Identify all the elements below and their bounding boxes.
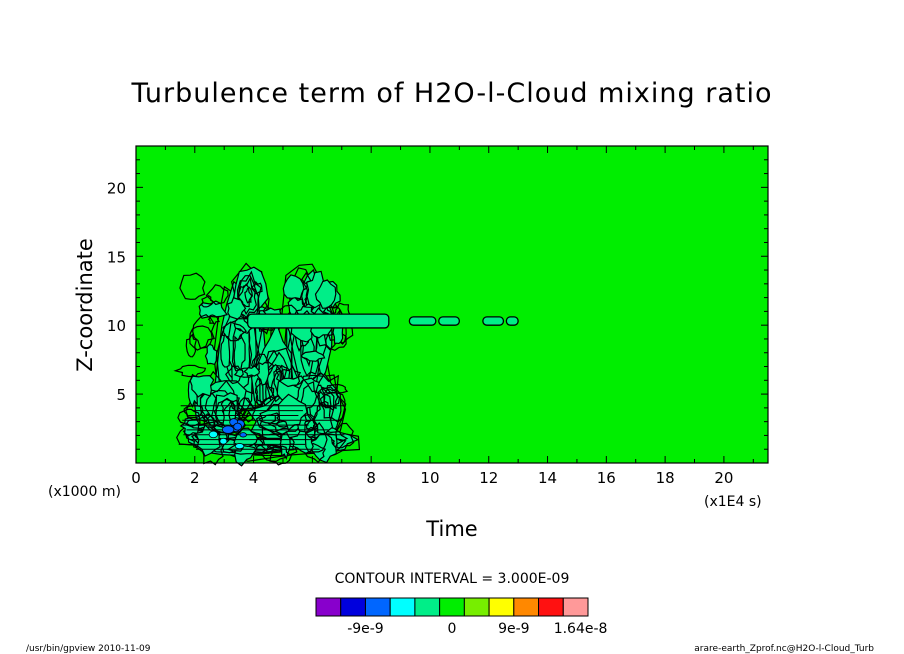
y-axis-label: Z-coordinate [73, 238, 97, 372]
y-axis-ticks: 5 10 15 20 [107, 159, 768, 450]
contour-line [243, 365, 261, 377]
contour-line [221, 321, 247, 342]
chart-title: Turbulence term of H2O-l-Cloud mixing ra… [131, 78, 773, 109]
x-tick-label: 14 [538, 469, 557, 487]
colorbar-label: 1.64e-8 [554, 621, 608, 637]
y-tick-label: 20 [107, 179, 126, 197]
contour-line [321, 383, 349, 394]
contour-line [251, 280, 263, 295]
contour-line [179, 272, 206, 300]
colorbar-segment [364, 597, 391, 617]
x-tick-label: 0 [131, 469, 141, 487]
colorbar-label: -9e-9 [347, 621, 384, 637]
x-tick-label: 12 [479, 469, 498, 487]
contour-line [335, 422, 355, 449]
colorbar-label: 0 [448, 621, 457, 637]
x-tick-label: 8 [366, 469, 376, 487]
contour-line [300, 350, 326, 362]
contour-line [207, 314, 221, 325]
plot-area: 0 2 4 6 8 10 12 14 16 18 20 5 10 15 20 [107, 145, 769, 487]
contour-cell [239, 432, 247, 438]
colorbar-segment [414, 597, 441, 617]
contour-line [226, 297, 247, 320]
contour-line [314, 279, 337, 309]
contour-line [183, 405, 204, 418]
x-tick-label: 20 [714, 469, 733, 487]
x-axis-unit: (x1E4 s) [704, 494, 762, 510]
colorbar [315, 597, 589, 617]
contour-line [177, 408, 201, 428]
contour-line [257, 433, 283, 455]
x-tick-label: 4 [249, 469, 259, 487]
contour-line [317, 386, 339, 410]
contour-line [189, 325, 213, 351]
y-tick-label: 10 [107, 317, 126, 335]
cloud-layer-patch [247, 313, 390, 329]
colorbar-segment [513, 597, 540, 617]
contour-line [279, 366, 302, 388]
contour-line [204, 343, 218, 366]
cloud-layer-patch [482, 316, 505, 326]
colorbar-segment [315, 597, 342, 617]
footer-left: /usr/bin/gpview 2010-11-09 [26, 644, 151, 654]
contour-line [260, 444, 287, 463]
colorbar-segment [538, 597, 564, 617]
contour-line [189, 374, 215, 398]
x-tick-label: 10 [420, 469, 439, 487]
upper-cloud-layer [247, 313, 519, 329]
contour-interval-text: CONTOUR INTERVAL = 3.000E-09 [335, 571, 570, 587]
cloud-layer-patch [438, 316, 460, 326]
colorbar-segment [463, 597, 490, 617]
contour-line [200, 294, 215, 308]
y-tick-label: 5 [116, 386, 126, 404]
contour-line [233, 427, 258, 448]
y-axis-unit: (x1000 m) [48, 484, 121, 500]
contour-line [233, 333, 246, 373]
cloud-layer-patch [408, 316, 437, 326]
contour-line [225, 365, 244, 385]
cloud-layer-patch [505, 316, 519, 326]
contour-line [237, 283, 253, 308]
contour-line [198, 300, 229, 319]
colorbar-segment [562, 597, 589, 617]
contour-line [220, 332, 231, 368]
y-tick-label: 15 [107, 248, 126, 266]
contour-cell [234, 443, 245, 450]
contour-line [192, 314, 216, 350]
x-tick-label: 2 [190, 469, 200, 487]
contour-line [282, 274, 305, 300]
contour-line [185, 333, 198, 358]
x-tick-label: 6 [308, 469, 318, 487]
contour-cell [221, 425, 235, 434]
x-tick-label: 18 [656, 469, 675, 487]
colorbar-segment [389, 597, 416, 617]
plot-frame [135, 145, 769, 464]
contour-line [277, 393, 308, 432]
contour-line [173, 364, 207, 378]
contour-line [205, 284, 229, 306]
colorbar-segment [488, 597, 515, 617]
footer-right: arare-earth_Zprof.nc@H2O-l-Cloud_Turb [694, 644, 874, 654]
x-axis-ticks: 0 2 4 6 8 10 12 14 16 18 20 [131, 146, 754, 487]
contour-cell [208, 430, 219, 439]
contour-cell [233, 422, 243, 431]
contour-cell [219, 437, 228, 445]
contour-line [244, 286, 253, 304]
contour-line [254, 382, 275, 403]
colorbar-segment [439, 597, 465, 617]
contour-line [323, 388, 341, 411]
colorbar-label: 9e-9 [498, 621, 529, 637]
colorbar-segment [340, 597, 366, 617]
x-tick-label: 16 [597, 469, 616, 487]
colorbar-labels: -9e-9 0 9e-9 1.64e-8 [347, 621, 607, 637]
x-axis-label: Time [425, 517, 477, 541]
